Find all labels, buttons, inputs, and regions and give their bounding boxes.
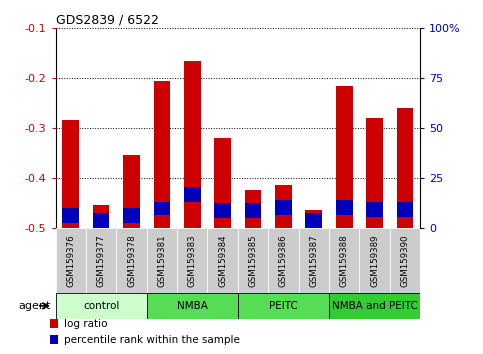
Bar	[245, 190, 261, 228]
Text: NMBA: NMBA	[177, 301, 208, 311]
Bar	[154, 202, 170, 215]
Bar	[329, 228, 359, 293]
Text: GSM159381: GSM159381	[157, 234, 167, 287]
Bar	[238, 228, 268, 293]
Text: GSM159383: GSM159383	[188, 234, 197, 287]
Bar	[238, 293, 329, 319]
Bar	[154, 81, 170, 228]
Bar	[147, 293, 238, 319]
Text: GSM159385: GSM159385	[249, 234, 257, 287]
Text: GSM159388: GSM159388	[340, 234, 349, 287]
Bar	[329, 293, 420, 319]
Text: GSM159386: GSM159386	[279, 234, 288, 287]
Text: GSM159377: GSM159377	[97, 234, 106, 287]
Text: GSM159387: GSM159387	[309, 234, 318, 287]
Bar	[214, 138, 231, 228]
Bar	[336, 200, 353, 215]
Bar	[275, 185, 292, 228]
Bar	[208, 228, 238, 293]
Text: GDS2839 / 6522: GDS2839 / 6522	[56, 13, 158, 27]
Bar	[50, 335, 58, 344]
Text: NMBA and PEITC: NMBA and PEITC	[332, 301, 417, 311]
Bar	[245, 203, 261, 218]
Text: GSM159384: GSM159384	[218, 234, 227, 287]
Bar	[397, 202, 413, 217]
Bar	[93, 205, 110, 228]
Bar	[366, 118, 383, 228]
Bar	[305, 210, 322, 228]
Text: PEITC: PEITC	[269, 301, 298, 311]
Bar	[56, 293, 147, 319]
Bar	[184, 61, 200, 228]
Bar	[390, 228, 420, 293]
Bar	[62, 208, 79, 223]
Text: GSM159389: GSM159389	[370, 234, 379, 287]
Bar	[275, 200, 292, 215]
Bar	[116, 228, 147, 293]
Text: GSM159390: GSM159390	[400, 234, 410, 287]
Bar	[268, 228, 298, 293]
Bar	[86, 228, 116, 293]
Bar	[62, 120, 79, 228]
Bar	[123, 208, 140, 223]
Bar	[397, 108, 413, 228]
Text: percentile rank within the sample: percentile rank within the sample	[64, 335, 240, 345]
Text: GSM159378: GSM159378	[127, 234, 136, 287]
Text: control: control	[83, 301, 119, 311]
Bar	[184, 187, 200, 202]
Bar	[214, 203, 231, 218]
Text: agent: agent	[18, 301, 51, 311]
Bar	[93, 213, 110, 228]
Text: log ratio: log ratio	[64, 319, 107, 329]
Bar	[336, 86, 353, 228]
Bar	[177, 228, 208, 293]
Bar	[56, 228, 86, 293]
Bar	[50, 319, 58, 328]
Bar	[366, 202, 383, 217]
Text: GSM159376: GSM159376	[66, 234, 75, 287]
Bar	[123, 155, 140, 228]
Bar	[298, 228, 329, 293]
Bar	[147, 228, 177, 293]
Bar	[305, 213, 322, 228]
Bar	[359, 228, 390, 293]
